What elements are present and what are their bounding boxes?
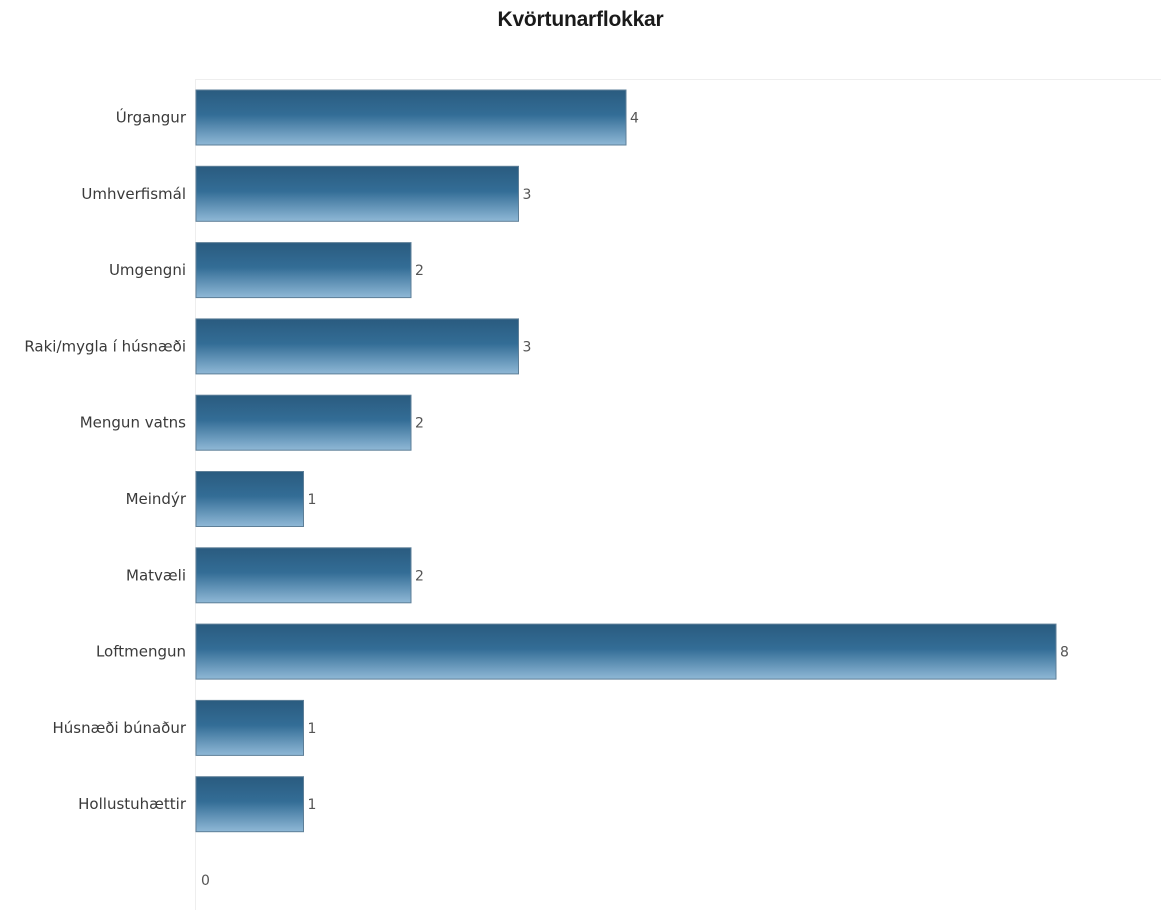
value-label-raki-mygla-i-husnaedi: 3: [523, 339, 532, 355]
x-tick-labels: 0: [201, 873, 210, 889]
value-label-umhverfismal: 3: [523, 187, 532, 203]
bar-umhverfismal: [195, 165, 519, 222]
category-label-umhverfismal: Umhverfismál: [81, 185, 186, 203]
category-label-husnaedi-bunadur: Húsnæði búnaður: [52, 719, 186, 737]
value-labels: 4 3 2 3 2 1 2 8 1 1: [308, 111, 1069, 814]
chart-title: Kvörtunarflokkar: [497, 8, 664, 31]
bar-loftmengun: [195, 623, 1057, 680]
category-label-matvaeli: Matvæli: [126, 566, 186, 584]
category-label-mengun-vatns: Mengun vatns: [80, 414, 186, 432]
category-label-hollustuhaettir: Hollustuhættir: [78, 795, 187, 813]
bar-husnaedi-bunadur: [195, 699, 304, 756]
category-label-raki-mygla-i-husnaedi: Raki/mygla í húsnæði: [24, 337, 186, 355]
value-label-mengun-vatns: 2: [415, 416, 424, 432]
category-label-umgengni: Umgengni: [109, 261, 186, 279]
bar-meindyr: [195, 471, 304, 527]
category-label-loftmengun: Loftmengun: [96, 643, 186, 661]
bar-hollustuhaettir: [195, 776, 304, 833]
category-label-urgangur: Úrgangur: [116, 108, 187, 127]
category-label-meindyr: Meindýr: [126, 490, 187, 508]
value-label-meindyr: 1: [308, 492, 317, 508]
bars: [195, 89, 1057, 833]
value-label-loftmengun: 8: [1060, 645, 1069, 661]
x-tick-label-0: 0: [201, 873, 210, 889]
bar-mengun-vatns: [195, 394, 412, 451]
value-label-urgangur: 4: [630, 111, 639, 127]
value-label-umgengni: 2: [415, 263, 424, 279]
bar-umgengni: [195, 242, 412, 299]
value-label-husnaedi-bunadur: 1: [308, 721, 317, 737]
category-labels: Úrgangur Umhverfismál Umgengni Raki/mygla í…: [24, 108, 187, 814]
value-label-hollustuhaettir: 1: [308, 797, 317, 813]
bar-matvaeli: [195, 547, 412, 604]
value-label-matvaeli: 2: [415, 568, 424, 584]
bar-raki-mygla-i-husnaedi: [195, 318, 519, 375]
bar-urgangur: [195, 89, 627, 146]
